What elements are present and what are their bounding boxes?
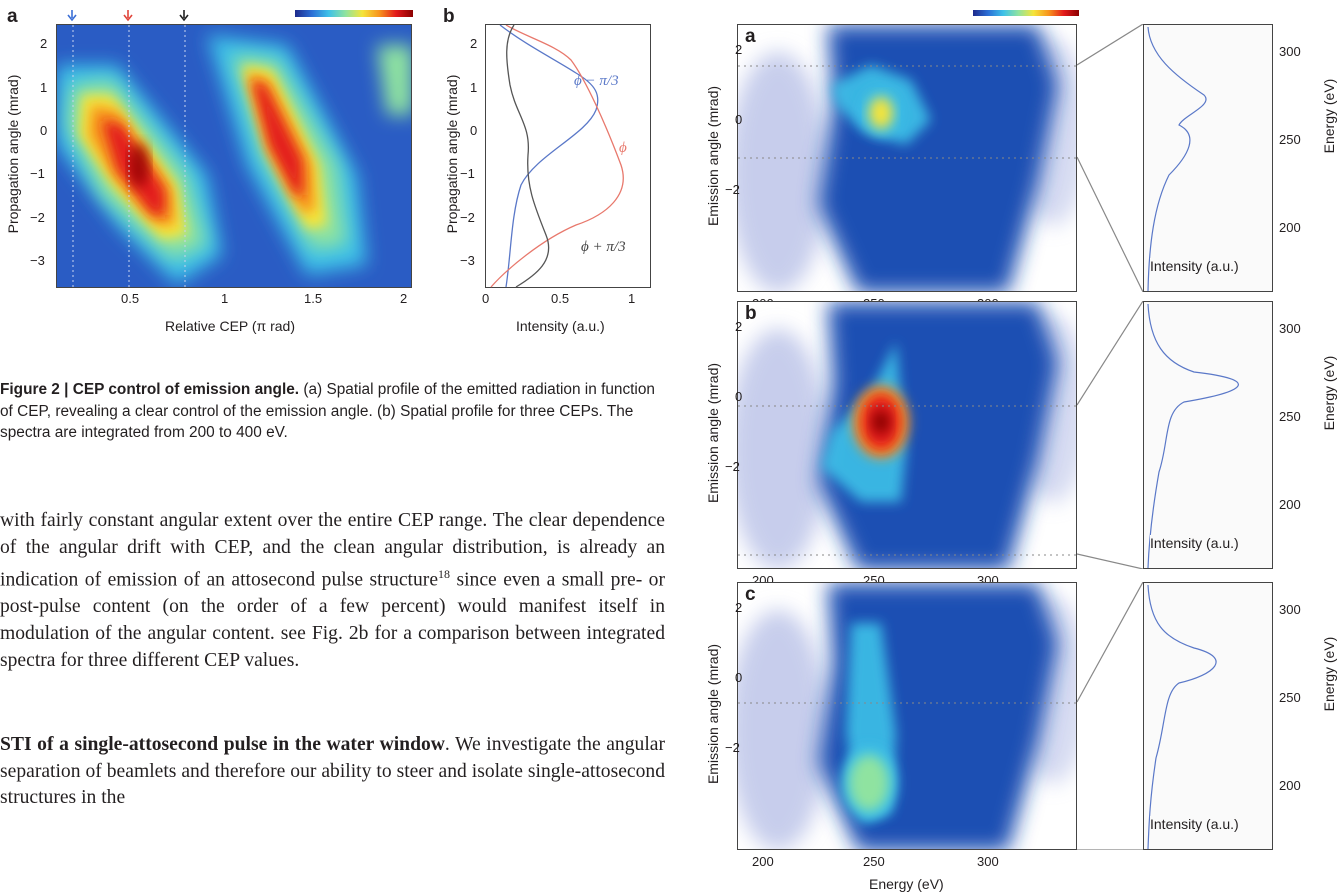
- fig3-panel-b-side-ytick-2: 200: [1279, 497, 1301, 512]
- fig3-panel-a-ytick-1: 0: [735, 112, 743, 127]
- fig3-panel-a-side-ytick-0: 300: [1279, 44, 1301, 59]
- arrow-black-icon: [179, 10, 189, 22]
- fig3-panel-c-label: c: [745, 584, 756, 605]
- fig3-panel-b-label: b: [745, 303, 757, 324]
- label-phi-minus: ϕ − π/3: [574, 73, 619, 89]
- fig3-panel-c-side-ytick-2: 200: [1279, 778, 1301, 793]
- cep-markers: [67, 10, 189, 22]
- fig3-panel-a-side-ytick-1: 250: [1279, 132, 1301, 147]
- label-phi: ϕ: [619, 140, 627, 156]
- fig3-panel-a-label: a: [745, 26, 756, 47]
- fig3-panel-c-side-ylabel: Energy (eV): [1321, 636, 1337, 712]
- curve-phi-plus: [506, 25, 550, 288]
- panel-a-ytick-4: −2: [30, 210, 45, 225]
- panel-b-label: b: [443, 6, 455, 27]
- fig3-panel-a-side-ytick-2: 200: [1279, 220, 1301, 235]
- fig3-panel-b-ytick-1: 0: [735, 389, 743, 404]
- panel-a-ylabel: Propagation angle (mrad): [5, 74, 21, 234]
- fig3-panel-c-ytick-0: 2: [735, 600, 743, 615]
- panel-b-ytick-2: 0: [470, 123, 478, 138]
- panel-b-xtick-1: 0.5: [551, 291, 570, 306]
- body-paragraph-1: with fairly constant angular extent over…: [0, 510, 665, 671]
- panel-b-xtick-2: 1: [628, 291, 636, 306]
- fig3-panel-a-side-xlabel: Intensity (a.u.): [1150, 258, 1239, 274]
- fig3-panel-a-side-ylabel: Energy (eV): [1321, 78, 1337, 154]
- panel-a-ytick-1: 1: [40, 80, 48, 95]
- figure-2-caption: Figure 2 | CEP control of emission angle…: [0, 379, 665, 444]
- fig3-panel-b-ytick-2: −2: [725, 459, 740, 474]
- colorbar: [295, 10, 413, 17]
- panel-a-xlabel: Relative CEP (π rad): [165, 318, 295, 334]
- curve-phi: [490, 25, 624, 288]
- panel-a-xtick-3: 2: [400, 291, 408, 306]
- fig3-panel-c-side-ytick-1: 250: [1279, 690, 1301, 705]
- fig3-panel-b-side-ylabel: Energy (eV): [1321, 355, 1337, 431]
- panel-a-xtick-0: 0.5: [121, 291, 140, 306]
- colorbar-right: [973, 10, 1079, 16]
- fig3-panel-c-connector: [1077, 582, 1143, 850]
- panel-b-ytick-3: −1: [460, 166, 475, 181]
- fig3-panel-b-map: [737, 301, 1077, 569]
- panel-a-label: a: [7, 6, 18, 27]
- fig3-panel-b-ylabel: Emission angle (mrad): [705, 362, 721, 504]
- fig3-panel-a-ytick-0: 2: [735, 42, 743, 57]
- caption-body: (a) Spatial profile of the emitted radia…: [0, 381, 655, 441]
- panel-b-ytick-1: 1: [470, 80, 478, 95]
- fig3-panel-c-xlabel: Energy (eV): [869, 876, 944, 892]
- arrow-blue-icon: [67, 10, 77, 22]
- panel-b-plot: ϕ − π/3 ϕ ϕ + π/3: [485, 24, 651, 288]
- panel-b-xlabel: Intensity (a.u.): [516, 318, 605, 334]
- fig3-panel-a-ylabel: Emission angle (mrad): [705, 85, 721, 227]
- label-phi-plus: ϕ + π/3: [581, 239, 626, 255]
- panel-b-ytick-5: −3: [460, 253, 475, 268]
- panel-a-ytick-0: 2: [40, 36, 48, 51]
- panel-a-ytick-3: −1: [30, 166, 45, 181]
- panel-a-ytick-5: −3: [30, 253, 45, 268]
- panel-a-ytick-2: 0: [40, 123, 48, 138]
- fig3-panel-b-side-ytick-1: 250: [1279, 409, 1301, 424]
- fig3-panel-c-ylabel: Emission angle (mrad): [705, 643, 721, 785]
- panel-a-xtick-1: 1: [221, 291, 229, 306]
- fig3-panel-a-connector: [1077, 24, 1143, 292]
- fig3-panel-c-xtick-2: 300: [977, 854, 999, 869]
- fig3-panel-c-spectrum: [1143, 582, 1273, 850]
- arrow-red-icon: [123, 10, 133, 22]
- body-paragraph-2: STI of a single-attosecond pulse in the …: [0, 734, 665, 809]
- fig3-panel-a-ytick-2: −2: [725, 182, 740, 197]
- reference-marker: 18: [438, 567, 451, 582]
- panel-b-ytick-0: 2: [470, 36, 478, 51]
- fig3-panel-c-ytick-1: 0: [735, 670, 743, 685]
- panel-a-heatmap: [56, 24, 412, 288]
- fig3-panel-c-ytick-2: −2: [725, 740, 740, 755]
- fig3-panel-a-spectrum: [1143, 24, 1273, 292]
- section-heading: STI of a single-attosecond pulse in the …: [0, 734, 445, 755]
- fig3-panel-b-connector: [1077, 301, 1143, 569]
- fig3-panel-b-side-xlabel: Intensity (a.u.): [1150, 535, 1239, 551]
- fig3-panel-a-map: [737, 24, 1077, 292]
- fig3-panel-c-xtick-0: 200: [752, 854, 774, 869]
- panel-b-ytick-4: −2: [460, 210, 475, 225]
- panel-b-ylabel: Propagation angle (mrad): [444, 74, 460, 234]
- fig3-panel-c-xtick-1: 250: [863, 854, 885, 869]
- fig3-panel-b-ytick-0: 2: [735, 319, 743, 334]
- panel-a-xtick-2: 1.5: [304, 291, 323, 306]
- fig3-panel-b-side-ytick-0: 300: [1279, 321, 1301, 336]
- fig3-panel-c-side-ytick-0: 300: [1279, 602, 1301, 617]
- fig3-panel-c-map: [737, 582, 1077, 850]
- caption-title: Figure 2 | CEP control of emission angle…: [0, 381, 300, 398]
- fig3-panel-b-spectrum: [1143, 301, 1273, 569]
- fig3-panel-c-side-xlabel: Intensity (a.u.): [1150, 816, 1239, 832]
- panel-b-xtick-0: 0: [482, 291, 490, 306]
- curve-phi-minus: [499, 25, 599, 288]
